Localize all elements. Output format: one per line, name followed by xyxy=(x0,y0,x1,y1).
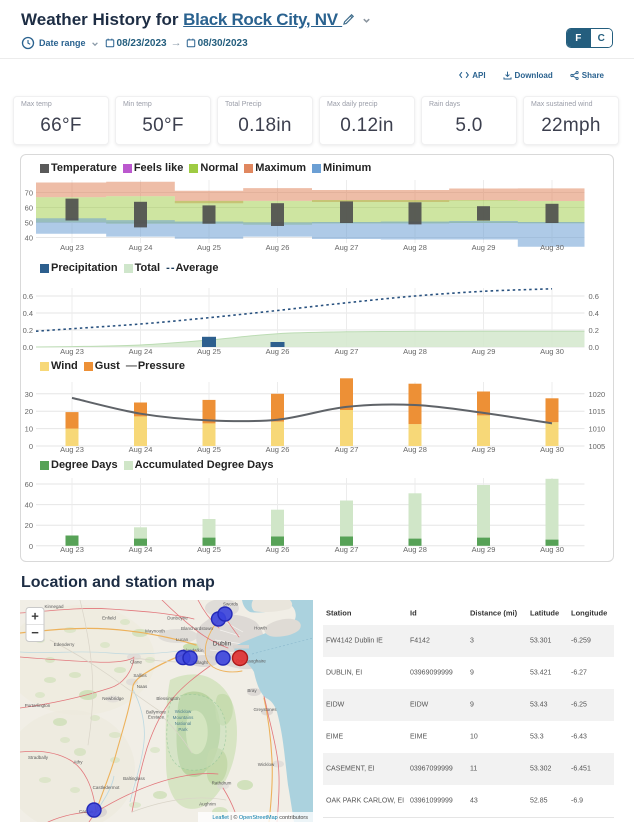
svg-text:Aug 27: Aug 27 xyxy=(335,243,359,252)
svg-text:40: 40 xyxy=(25,501,33,510)
svg-text:Clane: Clane xyxy=(130,660,142,665)
svg-text:Aug 26: Aug 26 xyxy=(266,445,290,454)
svg-text:Aug 29: Aug 29 xyxy=(472,243,496,252)
svg-text:Enfield: Enfield xyxy=(102,616,116,621)
svg-text:Dunboyne: Dunboyne xyxy=(167,616,188,621)
svg-text:Aug 24: Aug 24 xyxy=(129,445,153,454)
svg-text:Aug 23: Aug 23 xyxy=(60,243,84,252)
svg-text:Bray: Bray xyxy=(247,688,257,693)
svg-text:Newbridge: Newbridge xyxy=(102,696,124,701)
svg-text:1005: 1005 xyxy=(589,442,606,451)
svg-text:0: 0 xyxy=(29,442,33,451)
svg-text:Maynooth: Maynooth xyxy=(145,629,165,634)
svg-text:10: 10 xyxy=(25,425,33,434)
svg-text:Aug 25: Aug 25 xyxy=(197,445,221,454)
svg-text:+: + xyxy=(31,609,39,624)
svg-text:30: 30 xyxy=(25,390,33,399)
svg-text:Rathdrum: Rathdrum xyxy=(212,781,232,786)
svg-text:Aug 24: Aug 24 xyxy=(129,243,153,252)
svg-text:Wicklow: Wicklow xyxy=(175,709,192,714)
svg-text:Portarlington: Portarlington xyxy=(25,703,51,708)
svg-text:Tallaght: Tallaght xyxy=(192,660,208,665)
svg-text:0: 0 xyxy=(29,542,33,551)
svg-text:Aug 24: Aug 24 xyxy=(129,347,153,356)
svg-text:Leaflet | © OpenStreetMap cont: Leaflet | © OpenStreetMap contributors xyxy=(212,814,308,821)
svg-text:Naas: Naas xyxy=(137,684,148,689)
svg-text:Dublin: Dublin xyxy=(213,641,232,648)
svg-text:Athy: Athy xyxy=(73,760,83,765)
svg-text:Aug 23: Aug 23 xyxy=(60,445,84,454)
svg-text:Dún Laoghaire: Dún Laoghaire xyxy=(236,659,266,664)
svg-text:Aug 30: Aug 30 xyxy=(540,347,564,356)
svg-text:Howth: Howth xyxy=(254,626,267,631)
svg-text:Aug 24: Aug 24 xyxy=(129,545,153,554)
svg-text:Aug 30: Aug 30 xyxy=(540,243,564,252)
svg-text:Blessington: Blessington xyxy=(156,696,180,701)
svg-text:0.0: 0.0 xyxy=(589,343,599,352)
svg-text:Edenderry: Edenderry xyxy=(54,642,76,647)
svg-text:50: 50 xyxy=(25,219,33,228)
svg-text:0.0: 0.0 xyxy=(23,343,33,352)
svg-text:Aug 25: Aug 25 xyxy=(197,347,221,356)
svg-text:Mountains: Mountains xyxy=(173,715,195,720)
svg-text:Aug 26: Aug 26 xyxy=(266,347,290,356)
svg-text:0.2: 0.2 xyxy=(589,326,599,335)
svg-text:60: 60 xyxy=(25,204,33,213)
svg-text:60: 60 xyxy=(25,480,33,489)
svg-text:Aug 29: Aug 29 xyxy=(472,445,496,454)
svg-text:1010: 1010 xyxy=(589,425,606,434)
svg-text:Aug 27: Aug 27 xyxy=(335,545,359,554)
svg-text:Greystones: Greystones xyxy=(253,707,277,712)
svg-text:Eustace: Eustace xyxy=(148,715,165,720)
svg-text:Aug 23: Aug 23 xyxy=(60,347,84,356)
svg-text:Castledermot: Castledermot xyxy=(93,785,121,790)
svg-text:0.6: 0.6 xyxy=(23,292,33,301)
svg-text:Clondalkin: Clondalkin xyxy=(182,648,204,653)
svg-text:Ballymore: Ballymore xyxy=(146,710,167,715)
svg-text:Aug 23: Aug 23 xyxy=(60,545,84,554)
svg-text:1020: 1020 xyxy=(589,390,606,399)
svg-text:Park: Park xyxy=(178,727,188,732)
svg-text:Aug 25: Aug 25 xyxy=(197,545,221,554)
svg-text:Kinnegad: Kinnegad xyxy=(44,604,64,609)
svg-text:Aug 29: Aug 29 xyxy=(472,347,496,356)
svg-text:Baltinglass: Baltinglass xyxy=(123,776,146,781)
svg-text:Blanchardstown: Blanchardstown xyxy=(181,626,214,631)
svg-text:0.6: 0.6 xyxy=(589,292,599,301)
svg-text:20: 20 xyxy=(25,407,33,416)
svg-text:0.4: 0.4 xyxy=(23,309,33,318)
svg-text:0.4: 0.4 xyxy=(589,309,599,318)
svg-text:0.2: 0.2 xyxy=(23,326,33,335)
svg-text:Stradbally: Stradbally xyxy=(28,755,49,760)
svg-text:Aug 30: Aug 30 xyxy=(540,545,564,554)
svg-text:−: − xyxy=(31,625,39,640)
svg-text:40: 40 xyxy=(25,234,33,243)
svg-text:Wicklow: Wicklow xyxy=(258,762,275,767)
svg-text:Aug 27: Aug 27 xyxy=(335,445,359,454)
svg-text:Carlow: Carlow xyxy=(79,809,94,814)
svg-text:Aug 29: Aug 29 xyxy=(472,545,496,554)
svg-text:Lucan: Lucan xyxy=(176,637,189,642)
svg-text:National: National xyxy=(175,721,192,726)
svg-text:Aug 26: Aug 26 xyxy=(266,545,290,554)
svg-text:Aug 30: Aug 30 xyxy=(540,445,564,454)
svg-text:70: 70 xyxy=(25,189,33,198)
svg-text:Aughrim: Aughrim xyxy=(199,802,216,807)
svg-text:Aug 27: Aug 27 xyxy=(335,347,359,356)
svg-text:Aug 28: Aug 28 xyxy=(403,347,427,356)
svg-text:20: 20 xyxy=(25,521,33,530)
svg-text:Aug 26: Aug 26 xyxy=(266,243,290,252)
svg-text:Aug 25: Aug 25 xyxy=(197,243,221,252)
svg-text:Aug 28: Aug 28 xyxy=(403,243,427,252)
svg-text:Sallins: Sallins xyxy=(133,673,147,678)
svg-text:Aug 28: Aug 28 xyxy=(403,545,427,554)
svg-text:1015: 1015 xyxy=(589,407,606,416)
svg-text:Swords: Swords xyxy=(223,602,239,607)
svg-text:Aug 28: Aug 28 xyxy=(403,445,427,454)
